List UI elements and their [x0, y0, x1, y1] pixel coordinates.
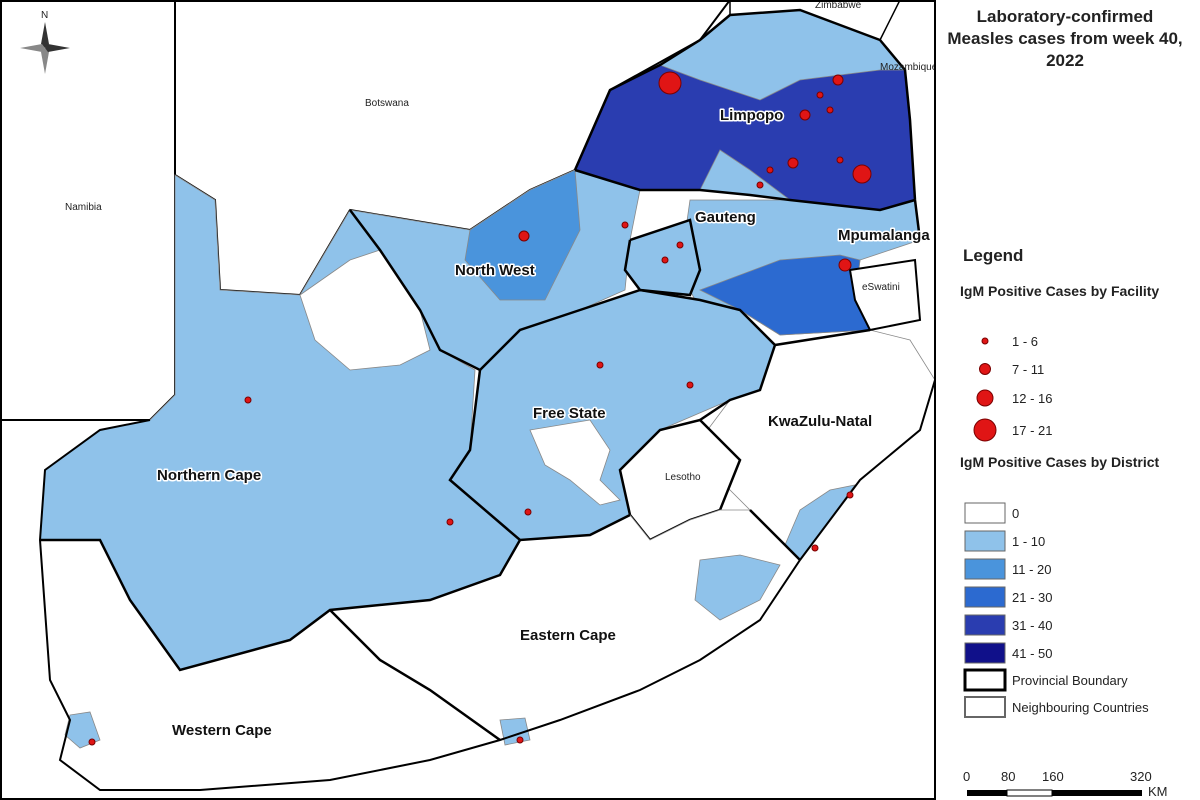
legend-label: 21 - 30 — [1012, 590, 1052, 605]
facility — [524, 508, 532, 516]
map-label: eSwatini — [862, 282, 900, 293]
provincial-boundary — [448, 369, 631, 542]
province-label: Northern Cape — [157, 467, 261, 484]
map-label: Zimbabwe — [815, 0, 862, 11]
facility — [661, 256, 669, 264]
facility — [811, 544, 819, 552]
legend-label: 12 - 16 — [1012, 391, 1052, 406]
facility — [686, 381, 694, 389]
facility — [799, 109, 811, 121]
boundary-swatch — [964, 696, 1006, 718]
facility — [846, 491, 854, 499]
legend-label: Neighbouring Countries — [1012, 700, 1149, 715]
provincial-boundary — [573, 8, 922, 241]
legend-swatch — [964, 558, 1006, 580]
facility — [88, 738, 96, 746]
legend-symbol — [981, 337, 989, 345]
facility — [816, 91, 824, 99]
legend-label: 7 - 11 — [1012, 362, 1044, 377]
facility — [787, 157, 799, 169]
legend-symbol — [973, 418, 997, 442]
north-label: N — [41, 10, 48, 21]
legend-label: 31 - 40 — [1012, 618, 1052, 633]
province-label: Mpumalanga — [838, 227, 930, 244]
north-arrow: N — [20, 10, 70, 74]
provincial-boundary — [749, 509, 801, 561]
facility — [852, 164, 872, 184]
scale-bar: 0 80 160 320 KM — [963, 769, 1168, 799]
facility — [832, 74, 844, 86]
facility — [676, 241, 684, 249]
facility — [766, 166, 774, 174]
provincial-boundary — [699, 344, 777, 422]
legend-label: 11 - 20 — [1012, 562, 1052, 577]
ec-district — [694, 554, 781, 621]
boundary-swatch — [963, 668, 1007, 692]
facility — [244, 396, 252, 404]
scale-unit: KM — [1148, 784, 1168, 799]
provincial-boundary — [40, 538, 522, 672]
province-label: North West — [455, 262, 535, 279]
legend-label: 17 - 21 — [1012, 423, 1052, 438]
provincial-boundary — [623, 218, 702, 297]
legend-swatch — [964, 586, 1006, 608]
facility — [621, 221, 629, 229]
province-label: Free State — [533, 405, 606, 422]
legend-title: IgM Positive Cases by District — [960, 454, 1160, 470]
map-label: Namibia — [65, 202, 102, 213]
legend-label: 1 - 6 — [1012, 334, 1038, 349]
provincial-boundary — [574, 168, 916, 212]
map-label: Botswana — [365, 98, 409, 109]
legend-label: Provincial Boundary — [1012, 673, 1128, 688]
legend-label: 0 — [1012, 506, 1019, 521]
facility — [518, 230, 530, 242]
map-label: Lesotho — [665, 472, 701, 483]
facility — [756, 181, 764, 189]
facility-points — [88, 71, 872, 746]
province-label: Western Cape — [172, 722, 272, 739]
scale-label: 0 — [963, 769, 970, 784]
scale-label: 160 — [1042, 769, 1064, 784]
province-label: KwaZulu-Natal — [768, 413, 872, 430]
facility — [658, 71, 682, 95]
map-label: Mozambique — [880, 62, 938, 73]
district-legend: 0 1 - 10 11 - 20 21 - 30 31 - 40 41 - 50 — [964, 502, 1052, 664]
province-label: Limpopo — [720, 107, 783, 124]
legend-swatch — [964, 502, 1006, 524]
province-label: Eastern Cape — [520, 627, 616, 644]
province-label: Gauteng — [695, 209, 756, 226]
legend-title: IgM Positive Cases by Facility — [960, 283, 1160, 299]
facility — [838, 258, 852, 272]
legend-symbol — [976, 389, 994, 407]
map-title: Laboratory-confirmed Measles cases from … — [947, 7, 1183, 70]
scale-label: 80 — [1001, 769, 1015, 784]
provincial-boundary — [349, 209, 871, 372]
facility-legend: 1 - 6 7 - 11 12 - 16 17 - 21 — [973, 334, 1052, 442]
legend-heading: Legend — [963, 246, 1023, 265]
legend-swatch — [964, 642, 1006, 664]
facility — [596, 361, 604, 369]
facility — [516, 736, 524, 744]
coastline — [38, 379, 936, 791]
legend-swatch — [964, 530, 1006, 552]
provincial-boundary — [329, 609, 501, 742]
facility — [826, 106, 834, 114]
scale-label: 320 — [1130, 769, 1152, 784]
facility — [446, 518, 454, 526]
legend-swatch — [964, 614, 1006, 636]
eswatini — [848, 258, 922, 332]
free-state-district-zero — [529, 419, 621, 506]
district-zero — [299, 249, 431, 371]
legend-label: 41 - 50 — [1012, 646, 1052, 661]
legend-label: 1 - 10 — [1012, 534, 1045, 549]
facility — [836, 156, 844, 164]
legend-symbol — [979, 363, 991, 375]
